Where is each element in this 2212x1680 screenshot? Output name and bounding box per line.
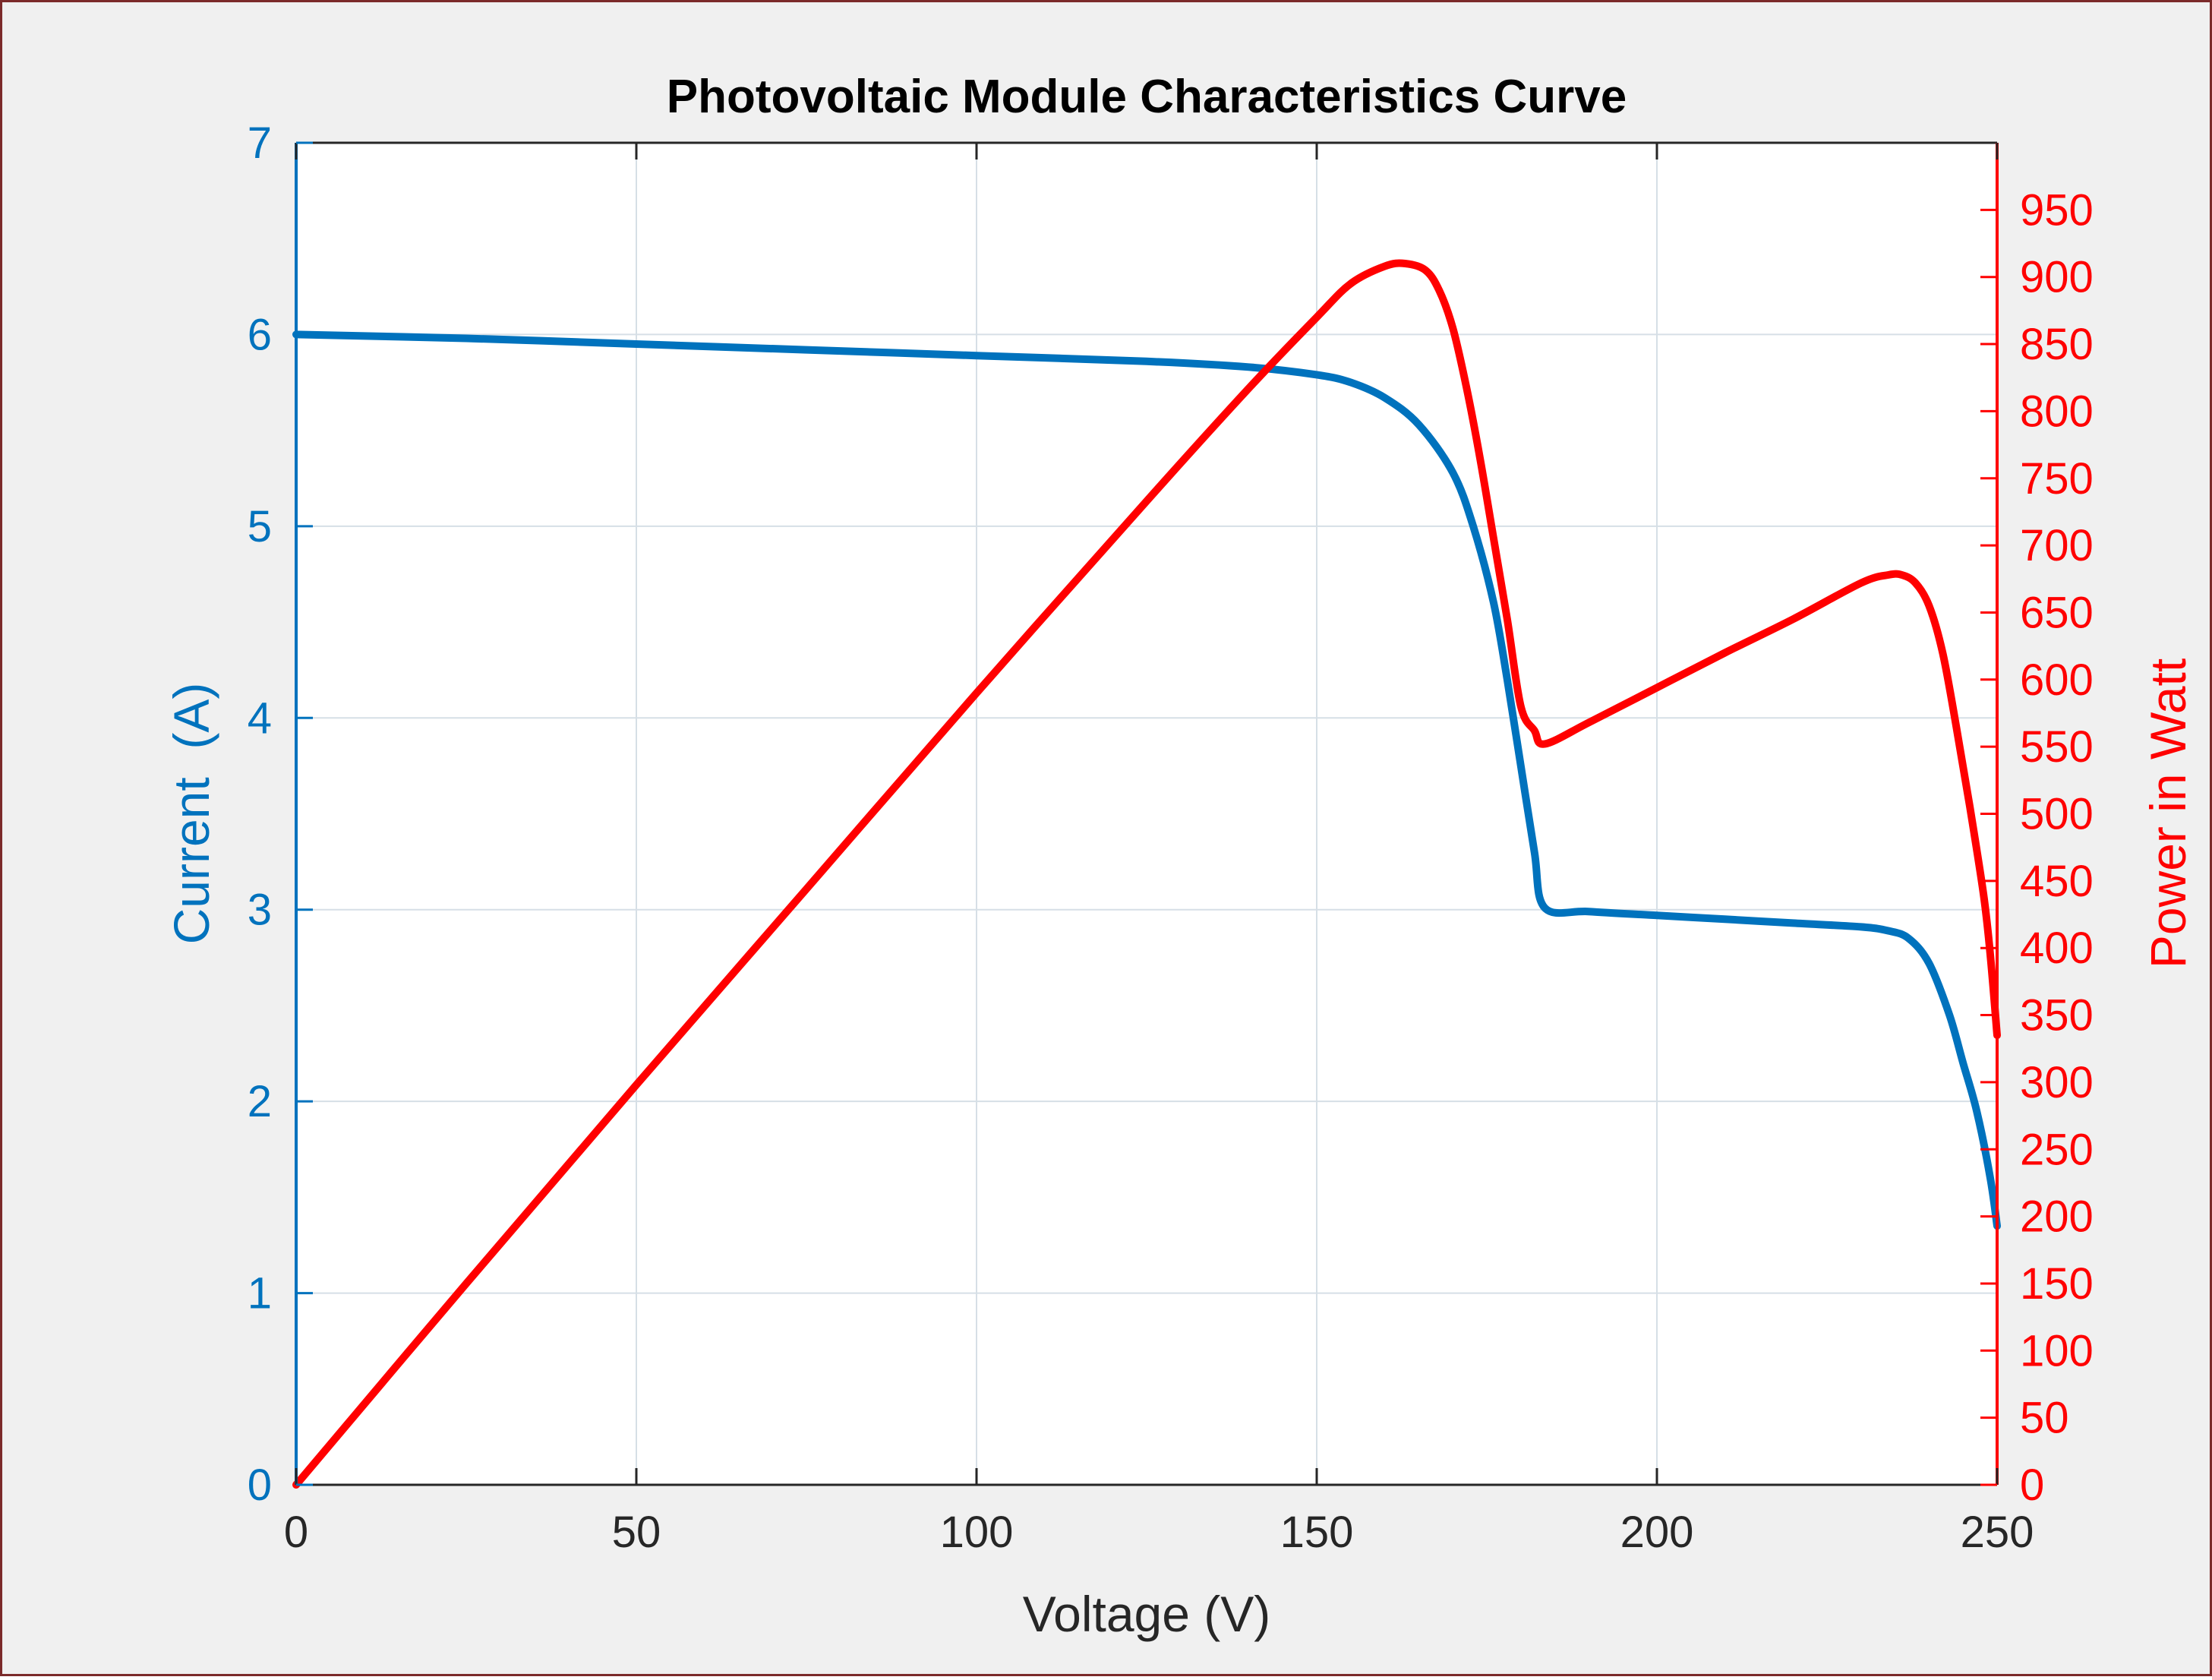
chart-title: Photovoltaic Module Characteristics Curv… xyxy=(667,71,1627,123)
grid-lines xyxy=(296,143,1997,1485)
y-tick-label-right: 50 xyxy=(2020,1394,2069,1443)
y-tick-label-right: 0 xyxy=(2020,1461,2044,1510)
y-tick-label-right: 950 xyxy=(2020,185,2094,235)
y-tick-label-right: 100 xyxy=(2020,1326,2094,1375)
y-tick-label-right: 600 xyxy=(2020,655,2094,705)
y-tick-label-right: 800 xyxy=(2020,387,2094,436)
y-tick-label-left: 0 xyxy=(248,1461,272,1510)
y-tick-label-left: 5 xyxy=(248,502,272,551)
x-tick-label: 200 xyxy=(1620,1508,1694,1557)
x-tick-label: 100 xyxy=(940,1508,1014,1557)
y-tick-label-right: 700 xyxy=(2020,521,2094,570)
y-tick-label-right: 750 xyxy=(2020,454,2094,504)
x-tick-label: 0 xyxy=(284,1508,308,1557)
y-tick-label-left: 4 xyxy=(248,693,272,743)
tick-labels: 0 50 100 150 200 2500123456705010015020025030… xyxy=(248,118,2094,1557)
x-tick-label: 50 xyxy=(612,1508,661,1557)
y-tick-label-right: 400 xyxy=(2020,924,2094,973)
y-axis-title-right: Power in Watt xyxy=(2140,658,2196,968)
x-axis-title: Voltage (V) xyxy=(1023,1586,1271,1642)
y-tick-label-right: 650 xyxy=(2020,588,2094,637)
y-tick-label-left: 6 xyxy=(248,310,272,359)
y-tick-label-right: 550 xyxy=(2020,722,2094,772)
data-series xyxy=(292,259,2001,1489)
y-tick-label-right: 200 xyxy=(2020,1192,2094,1242)
y-tick-label-right: 850 xyxy=(2020,320,2094,369)
x-tick-label: 150 xyxy=(1280,1508,1354,1557)
y-tick-label-right: 500 xyxy=(2020,790,2094,839)
y-tick-label-right: 350 xyxy=(2020,991,2094,1041)
y-tick-label-left: 1 xyxy=(248,1269,272,1318)
x-tick-label: 250 xyxy=(1961,1508,2034,1557)
y-tick-label-right: 900 xyxy=(2020,253,2094,302)
y-tick-label-left: 3 xyxy=(248,886,272,935)
power-curve xyxy=(292,259,2001,1489)
current-curve xyxy=(292,330,2001,1230)
y-tick-label-right: 150 xyxy=(2020,1259,2094,1309)
plot-area xyxy=(296,143,1997,1485)
tick-marks xyxy=(295,141,1999,1486)
y-tick-label-right: 300 xyxy=(2020,1058,2094,1107)
y-tick-label-left: 2 xyxy=(248,1077,272,1126)
y-tick-label-right: 250 xyxy=(2020,1125,2094,1174)
y-tick-label-left: 7 xyxy=(248,118,272,168)
y-axis-title-left: Current (A) xyxy=(163,683,219,945)
y-tick-label-right: 450 xyxy=(2020,857,2094,906)
